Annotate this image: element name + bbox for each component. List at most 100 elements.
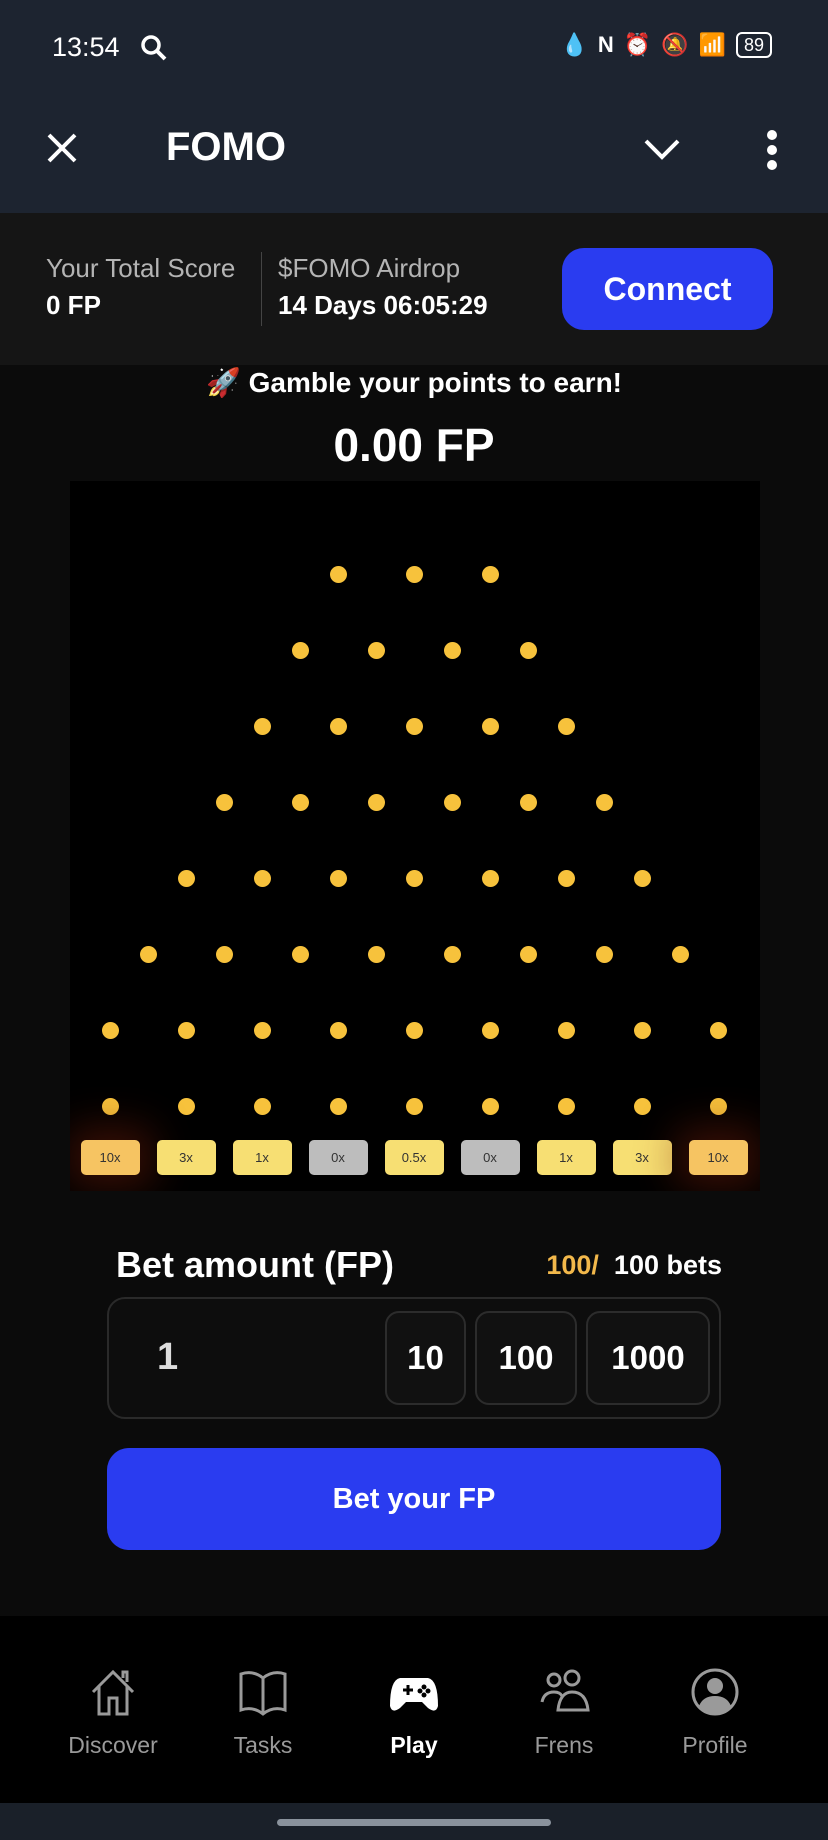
- gamepad-icon: [390, 1678, 438, 1711]
- total-score-label: Your Total Score: [46, 253, 236, 283]
- gesture-bar: [0, 1803, 828, 1840]
- user-circle-icon: [691, 1668, 739, 1716]
- total-score-value: 0 FP: [46, 290, 101, 320]
- peg: [367, 793, 385, 811]
- peg: [405, 1097, 423, 1115]
- peg: [443, 641, 461, 659]
- peg: [367, 945, 385, 963]
- peg: [101, 1021, 119, 1039]
- home-handle[interactable]: [277, 1819, 551, 1826]
- multiplier-bucket: 3x: [156, 1140, 216, 1175]
- status-time: 13:54: [52, 32, 120, 62]
- peg: [329, 869, 347, 887]
- peg: [519, 641, 537, 659]
- quick-bet-1000[interactable]: 1000: [586, 1311, 710, 1405]
- bets-total: 100 bets: [613, 1250, 722, 1280]
- peg: [215, 793, 233, 811]
- airdrop-countdown: 14 Days 06:05:29: [278, 290, 488, 320]
- peg: [595, 793, 613, 811]
- home-icon: [91, 1669, 135, 1716]
- nav-discover[interactable]: Discover: [43, 1666, 183, 1759]
- peg: [481, 717, 499, 735]
- nfc-icon: N: [597, 32, 614, 57]
- peg: [177, 869, 195, 887]
- peg: [291, 945, 309, 963]
- quick-bet-100[interactable]: 100: [475, 1311, 577, 1405]
- multiplier-bucket: 3x: [612, 1140, 672, 1175]
- book-icon: [239, 1671, 287, 1716]
- nav-play[interactable]: Play: [344, 1666, 484, 1759]
- bets-remaining-count: 100/: [546, 1250, 599, 1280]
- peg: [633, 1097, 651, 1115]
- multiplier-bucket: 0.5x: [384, 1140, 444, 1175]
- divider: [261, 252, 262, 326]
- nav-label: Tasks: [233, 1732, 293, 1758]
- peg: [557, 1097, 575, 1115]
- peg: [519, 793, 537, 811]
- battery-icon: 89: [735, 32, 772, 58]
- peg: [481, 1021, 499, 1039]
- nav-label: Profile: [682, 1732, 748, 1758]
- plinko-board: 10x 3x 1x 0x 0.5x 0x 1x 3x 10x: [70, 481, 760, 1191]
- multiplier-bucket: 10x: [688, 1140, 748, 1175]
- bet-button[interactable]: Bet your FP: [107, 1448, 721, 1550]
- peg: [405, 869, 423, 887]
- mute-icon: 🔕: [661, 32, 689, 57]
- peg: [329, 565, 347, 583]
- close-icon[interactable]: [46, 132, 78, 164]
- peg: [709, 1021, 727, 1039]
- nav-label: Discover: [68, 1732, 158, 1758]
- peg: [709, 1097, 727, 1115]
- peg: [633, 1021, 651, 1039]
- bet-amount-input[interactable]: 1: [157, 1336, 179, 1378]
- peg: [671, 945, 689, 963]
- peg: [253, 869, 271, 887]
- bet-amount-label: Bet amount (FP): [116, 1244, 394, 1285]
- peg: [557, 1021, 575, 1039]
- peg: [481, 565, 499, 583]
- multiplier-bucket: 1x: [232, 1140, 292, 1175]
- nav-profile[interactable]: Profile: [645, 1666, 785, 1759]
- nav-label: Frens: [534, 1732, 594, 1758]
- peg: [443, 945, 461, 963]
- peg: [367, 641, 385, 659]
- people-icon: [540, 1669, 590, 1712]
- tagline: 🚀 Gamble your points to earn!: [205, 367, 623, 398]
- status-icons: 💧 N ⏰ 🔕 📶 89: [560, 32, 772, 58]
- bets-remaining: 100/ 100 bets: [546, 1250, 722, 1281]
- peg: [139, 945, 157, 963]
- peg: [405, 717, 423, 735]
- peg: [633, 869, 651, 887]
- airdrop-label: $FOMO Airdrop: [278, 253, 461, 283]
- peg: [443, 793, 461, 811]
- peg: [595, 945, 613, 963]
- multiplier-bucket: 0x: [308, 1140, 368, 1175]
- more-icon[interactable]: [764, 128, 780, 172]
- wifi-icon: 📶: [698, 32, 726, 57]
- peg: [329, 1097, 347, 1115]
- peg: [481, 1097, 499, 1115]
- chevron-down-icon[interactable]: [644, 138, 680, 160]
- peg: [253, 1021, 271, 1039]
- quick-bet-10[interactable]: 10: [385, 1311, 466, 1405]
- top-bar: 13:54 💧 N ⏰ 🔕 📶 89 FOMO: [0, 0, 828, 213]
- peg: [557, 869, 575, 887]
- peg: [405, 565, 423, 583]
- drop-icon: 💧: [560, 32, 588, 57]
- peg: [291, 641, 309, 659]
- nav-tasks[interactable]: Tasks: [193, 1666, 333, 1759]
- peg: [253, 1097, 271, 1115]
- peg: [329, 717, 347, 735]
- peg: [481, 869, 499, 887]
- connect-button[interactable]: Connect: [562, 248, 773, 330]
- multiplier-bucket: 10x: [80, 1140, 140, 1175]
- nav-frens[interactable]: Frens: [494, 1666, 634, 1759]
- multiplier-bucket: 0x: [460, 1140, 520, 1175]
- balance: 0.00 FP: [333, 419, 495, 471]
- nav-label: Play: [390, 1732, 438, 1758]
- peg: [405, 1021, 423, 1039]
- peg: [253, 717, 271, 735]
- peg: [329, 1021, 347, 1039]
- peg: [177, 1021, 195, 1039]
- peg: [291, 793, 309, 811]
